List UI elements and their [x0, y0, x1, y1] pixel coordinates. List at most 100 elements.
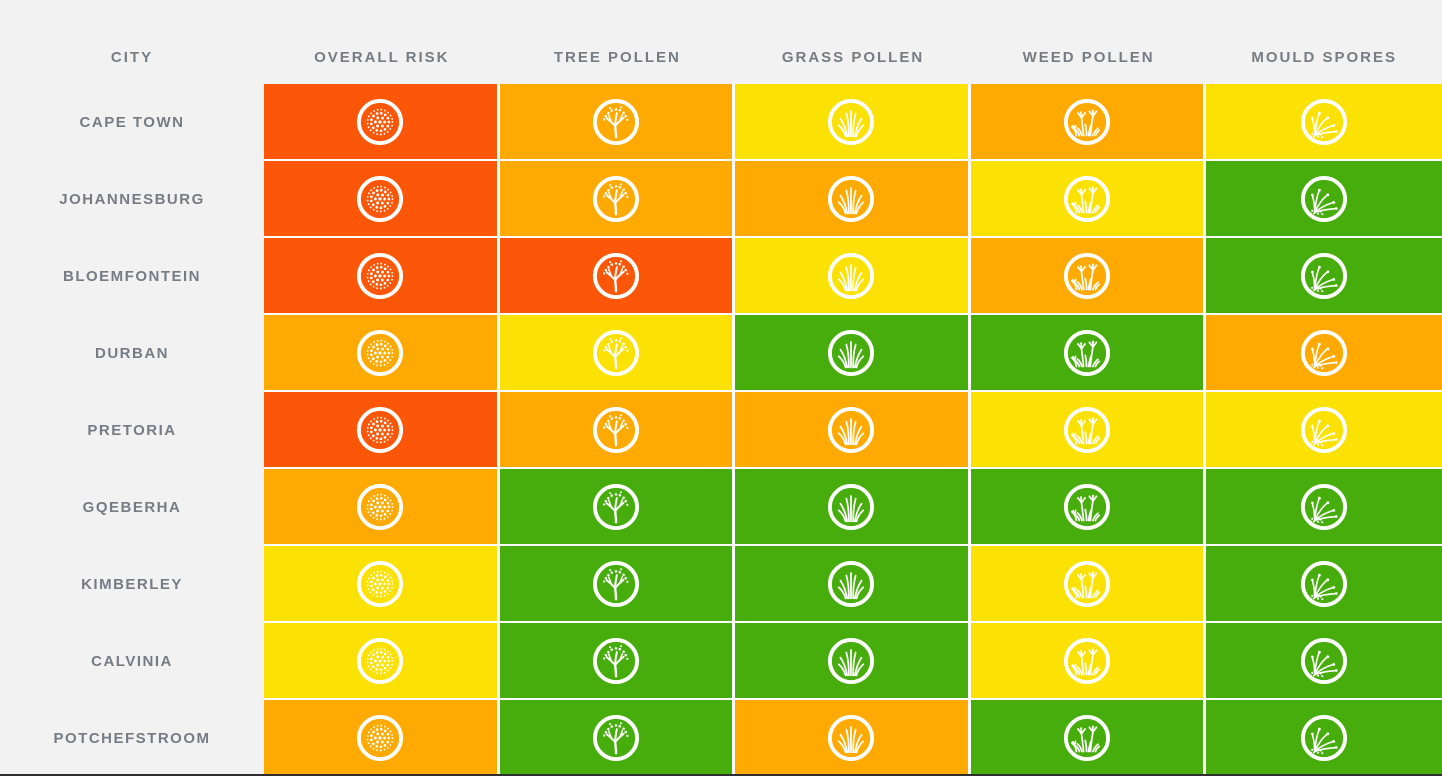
risk-cell-tree-pollen — [499, 469, 736, 546]
risk-cell-grass-pollen — [735, 623, 971, 700]
grass-icon — [824, 557, 878, 611]
city-label: BLOEMFONTEIN — [63, 268, 201, 285]
weed-flower-icon — [1060, 403, 1114, 457]
risk-cell-mould-spores — [1206, 469, 1442, 546]
risk-cell-mould-spores — [1206, 238, 1442, 315]
risk-cell-weed-pollen — [970, 700, 1207, 776]
risk-cell-mould-spores — [1206, 392, 1442, 469]
grass-icon — [824, 711, 878, 765]
grass-icon — [824, 249, 878, 303]
table-row: BLOEMFONTEIN — [0, 238, 1442, 315]
table-row: POTCHEFSTROOM — [0, 700, 1442, 776]
risk-cell-weed-pollen — [970, 623, 1207, 700]
risk-cell-mould-spores — [1206, 315, 1442, 392]
risk-cell-grass-pollen — [735, 238, 971, 315]
table-row: KIMBERLEY — [0, 546, 1442, 623]
risk-cell-overall — [264, 161, 500, 238]
tree-icon — [589, 249, 643, 303]
pollen-grain-icon — [353, 634, 407, 688]
risk-cell-grass-pollen — [735, 700, 971, 776]
risk-cell-grass-pollen — [735, 84, 971, 161]
column-header-tree-pollen: TREE POLLEN — [553, 48, 681, 66]
column-header-grass-pollen: GRASS POLLEN — [781, 48, 925, 66]
tree-icon — [589, 480, 643, 534]
table-body: CAPE TOWN JOHANNESBURG — [0, 84, 1442, 776]
tree-icon — [589, 172, 643, 226]
column-header-city: CITY — [110, 48, 154, 66]
tree-icon — [589, 711, 643, 765]
table-row: CAPE TOWN — [0, 84, 1442, 161]
risk-cell-grass-pollen — [735, 315, 971, 392]
city-label: CALVINIA — [91, 653, 173, 670]
weed-flower-icon — [1060, 711, 1114, 765]
risk-cell-grass-pollen — [735, 469, 971, 546]
tree-icon — [589, 634, 643, 688]
risk-cell-tree-pollen — [499, 392, 736, 469]
pollen-grain-icon — [353, 95, 407, 149]
mould-spores-icon — [1297, 711, 1351, 765]
grass-icon — [824, 326, 878, 380]
pollen-grain-icon — [353, 326, 407, 380]
tree-icon — [589, 557, 643, 611]
city-label: JOHANNESBURG — [59, 191, 205, 208]
mould-spores-icon — [1297, 172, 1351, 226]
risk-cell-tree-pollen — [499, 315, 736, 392]
weed-flower-icon — [1060, 95, 1114, 149]
column-header-weed-pollen: WEED POLLEN — [1022, 48, 1155, 66]
grass-icon — [824, 634, 878, 688]
table-row: PRETORIA — [0, 392, 1442, 469]
grass-icon — [824, 480, 878, 534]
column-header-overall-risk: OVERALL RISK — [314, 48, 450, 66]
tree-icon — [589, 326, 643, 380]
risk-cell-weed-pollen — [970, 315, 1207, 392]
weed-flower-icon — [1060, 249, 1114, 303]
risk-cell-mould-spores — [1206, 546, 1442, 623]
grass-icon — [824, 172, 878, 226]
weed-flower-icon — [1060, 172, 1114, 226]
weed-flower-icon — [1060, 634, 1114, 688]
mould-spores-icon — [1297, 95, 1351, 149]
risk-cell-weed-pollen — [970, 469, 1207, 546]
grass-icon — [824, 403, 878, 457]
pollen-grain-icon — [353, 557, 407, 611]
table-header: CITY OVERALL RISK TREE POLLEN GRASS POLL… — [0, 0, 1442, 84]
table-row: JOHANNESBURG — [0, 161, 1442, 238]
risk-cell-grass-pollen — [735, 392, 971, 469]
risk-cell-mould-spores — [1206, 700, 1442, 776]
mould-spores-icon — [1297, 403, 1351, 457]
risk-cell-tree-pollen — [499, 161, 736, 238]
risk-cell-overall — [264, 469, 500, 546]
risk-cell-mould-spores — [1206, 623, 1442, 700]
tree-icon — [589, 95, 643, 149]
risk-cell-tree-pollen — [499, 84, 736, 161]
city-label: POTCHEFSTROOM — [53, 730, 211, 747]
pollen-grain-icon — [353, 480, 407, 534]
risk-cell-tree-pollen — [499, 546, 736, 623]
risk-cell-tree-pollen — [499, 623, 736, 700]
risk-cell-weed-pollen — [970, 546, 1207, 623]
risk-cell-overall — [264, 392, 500, 469]
city-label: GQEBERHA — [82, 499, 182, 516]
risk-cell-weed-pollen — [970, 392, 1207, 469]
risk-cell-overall — [264, 700, 500, 776]
table-row: DURBAN — [0, 315, 1442, 392]
mould-spores-icon — [1297, 249, 1351, 303]
risk-cell-overall — [264, 238, 500, 315]
mould-spores-icon — [1297, 557, 1351, 611]
bottom-window-edge — [0, 774, 1442, 776]
risk-cell-mould-spores — [1206, 161, 1442, 238]
city-label: PRETORIA — [87, 422, 177, 439]
city-label: CAPE TOWN — [79, 114, 185, 131]
pollen-grain-icon — [353, 172, 407, 226]
mould-spores-icon — [1297, 326, 1351, 380]
weed-flower-icon — [1060, 480, 1114, 534]
risk-cell-tree-pollen — [499, 700, 736, 776]
risk-cell-weed-pollen — [970, 84, 1207, 161]
tree-icon — [589, 403, 643, 457]
city-label: DURBAN — [95, 345, 169, 362]
risk-cell-tree-pollen — [499, 238, 736, 315]
risk-cell-grass-pollen — [735, 161, 971, 238]
grass-icon — [824, 95, 878, 149]
table-row: GQEBERHA — [0, 469, 1442, 546]
